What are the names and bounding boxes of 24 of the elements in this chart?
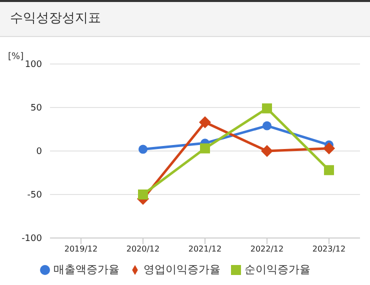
legend-label: 순이익증가율 (244, 263, 310, 276)
chart-title: 수익성장성지표 (0, 2, 370, 37)
x-tick-label: 2023/12 (312, 244, 346, 254)
point (138, 190, 148, 200)
legend-label: 영업이익증가율 (144, 263, 220, 276)
x-tick-label: 2022/12 (250, 244, 284, 254)
legend-label: 매출액증가율 (54, 263, 120, 276)
y-tick-label: -100 (22, 234, 42, 244)
x-tick-label: 2019/12 (64, 244, 98, 254)
x-tick-label: 2020/12 (126, 244, 160, 254)
y-tick-label: -50 (27, 190, 42, 201)
y-tick-label: 50 (30, 104, 42, 114)
point (323, 142, 335, 154)
point (324, 165, 334, 176)
point (138, 144, 148, 154)
point (262, 121, 272, 130)
x-tick-label: 2021/12 (188, 244, 222, 254)
point (262, 103, 272, 114)
point (199, 116, 211, 128)
point (200, 143, 210, 154)
y-tick-label: 0 (36, 147, 42, 158)
y-tick-label: 100 (24, 60, 42, 70)
point (261, 145, 273, 157)
y-axis-title: [%] (8, 52, 24, 62)
